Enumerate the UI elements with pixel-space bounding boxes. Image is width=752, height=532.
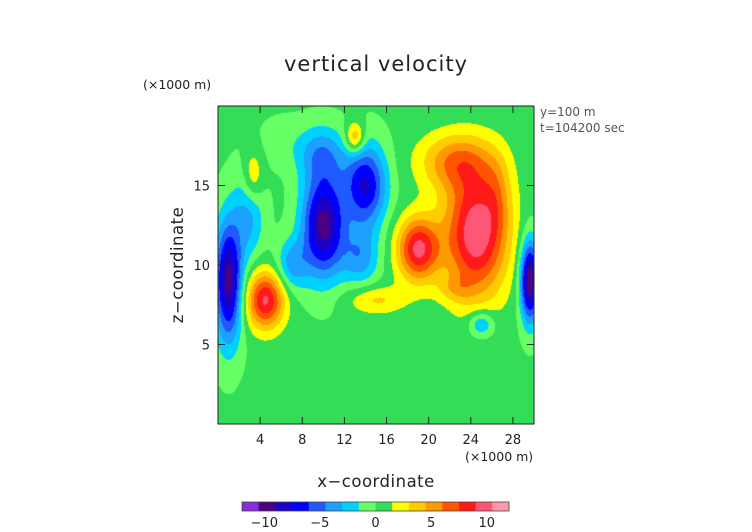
x-tick-label: 12 <box>336 433 353 448</box>
x-tick-label: 16 <box>378 433 395 448</box>
colorbar-swatch <box>275 502 293 511</box>
colorbar: −10 −5 0 5 10 <box>241 501 510 531</box>
x-tick-label: 28 <box>505 433 522 448</box>
y-axis-label: z−coordinate <box>168 207 187 324</box>
y-unit-label: (×1000 m) <box>143 77 211 92</box>
x-axis: 4 8 12 16 20 24 28 <box>256 106 521 448</box>
colorbar-tick-label: 0 <box>371 516 379 531</box>
colorbar-swatch <box>458 502 477 511</box>
colorbar-swatch <box>492 502 510 511</box>
colorbar-swatch <box>325 502 343 511</box>
heatmap-field <box>218 106 534 424</box>
annotation-line-1: y=100 m <box>540 105 596 119</box>
y-axis: 5 10 15 <box>193 180 534 354</box>
chart-title: vertical velocity <box>284 52 468 76</box>
heatmap-plot <box>217 105 535 425</box>
colorbar-swatch <box>375 502 393 511</box>
colorbar-swatch <box>408 502 426 511</box>
colorbar-tick-label: −10 <box>251 516 278 531</box>
colorbar-swatch <box>475 502 493 511</box>
colorbar-swatch <box>342 502 360 511</box>
colorbar-tick-label: 10 <box>478 516 495 531</box>
colorbar-swatch <box>292 502 310 511</box>
colorbar-swatch <box>392 502 410 511</box>
x-tick-label: 4 <box>256 433 264 448</box>
x-tick-label: 20 <box>420 433 437 448</box>
y-tick-label: 5 <box>202 339 210 354</box>
colorbar-swatch <box>442 502 460 511</box>
colorbar-swatch <box>308 502 326 511</box>
colorbar-frame <box>241 501 510 512</box>
colorbar-tick-label: 5 <box>427 516 435 531</box>
y-tick-label: 10 <box>193 259 210 274</box>
x-tick-label: 8 <box>298 433 306 448</box>
colorbar-swatch <box>242 502 260 511</box>
colorbar-swatch <box>358 502 376 511</box>
y-tick-label: 15 <box>193 180 210 195</box>
x-axis-label: x−coordinate <box>317 472 435 491</box>
annotation-line-2: t=104200 sec <box>540 121 625 135</box>
colorbar-swatch <box>258 502 276 511</box>
colorbar-tick-label: −5 <box>310 516 329 531</box>
colorbar-swatch <box>425 502 443 511</box>
x-unit-label: (×1000 m) <box>465 449 533 464</box>
x-tick-label: 24 <box>463 433 480 448</box>
